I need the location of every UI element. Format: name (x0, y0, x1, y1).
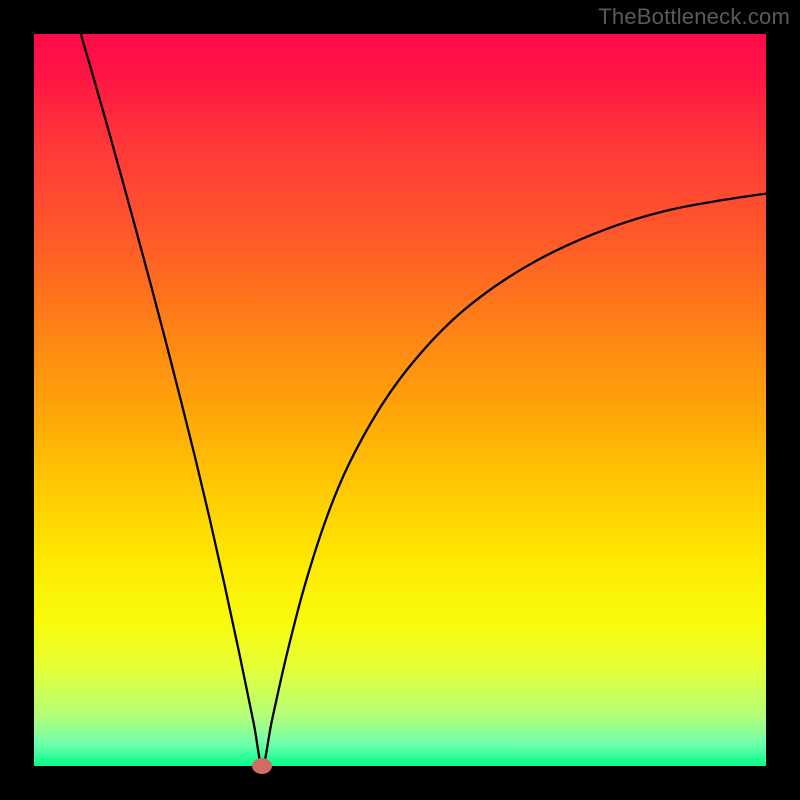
minimum-marker (252, 758, 272, 774)
curve-path (81, 34, 766, 766)
watermark-text: TheBottleneck.com (598, 4, 790, 30)
chart-frame: TheBottleneck.com (0, 0, 800, 800)
bottleneck-curve (34, 34, 766, 766)
plot-area (34, 34, 766, 766)
